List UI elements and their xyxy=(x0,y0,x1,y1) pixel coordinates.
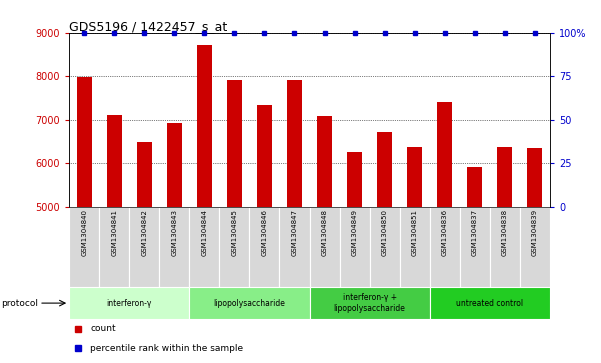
Bar xyxy=(528,148,543,207)
Text: GSM1304843: GSM1304843 xyxy=(171,209,177,256)
Bar xyxy=(490,207,520,287)
Text: GSM1304837: GSM1304837 xyxy=(472,209,478,256)
Bar xyxy=(69,287,189,319)
Text: GSM1304846: GSM1304846 xyxy=(261,209,267,256)
Text: GSM1304849: GSM1304849 xyxy=(352,209,358,256)
Bar xyxy=(340,207,370,287)
Text: GSM1304838: GSM1304838 xyxy=(502,209,508,256)
Text: untreated control: untreated control xyxy=(456,299,523,307)
Bar xyxy=(498,147,513,207)
Bar xyxy=(249,207,279,287)
Bar xyxy=(77,77,92,207)
Text: interferon-γ +
lipopolysaccharide: interferon-γ + lipopolysaccharide xyxy=(334,293,406,313)
Bar xyxy=(159,207,189,287)
Bar xyxy=(189,287,310,319)
Bar xyxy=(219,207,249,287)
Bar xyxy=(137,142,152,207)
Bar xyxy=(227,80,242,207)
Bar xyxy=(167,123,182,207)
Text: GSM1304848: GSM1304848 xyxy=(322,209,328,256)
Text: GSM1304847: GSM1304847 xyxy=(291,209,297,256)
Bar xyxy=(189,207,219,287)
Text: GSM1304840: GSM1304840 xyxy=(81,209,87,256)
Text: GSM1304851: GSM1304851 xyxy=(412,209,418,256)
Bar xyxy=(370,207,400,287)
Bar xyxy=(287,80,302,207)
Bar xyxy=(279,207,310,287)
Bar xyxy=(438,102,453,207)
Text: GSM1304836: GSM1304836 xyxy=(442,209,448,256)
Text: GSM1304842: GSM1304842 xyxy=(141,209,147,256)
Bar xyxy=(468,167,482,207)
Bar xyxy=(99,207,129,287)
Text: GDS5196 / 1422457_s_at: GDS5196 / 1422457_s_at xyxy=(69,20,227,33)
Text: GSM1304841: GSM1304841 xyxy=(111,209,117,256)
Bar xyxy=(460,207,490,287)
Bar xyxy=(69,207,99,287)
Text: GSM1304844: GSM1304844 xyxy=(201,209,207,256)
Bar xyxy=(347,152,362,207)
Text: interferon-γ: interferon-γ xyxy=(106,299,152,307)
Bar xyxy=(400,207,430,287)
Bar xyxy=(310,287,430,319)
Text: count: count xyxy=(90,324,116,333)
Text: GSM1304839: GSM1304839 xyxy=(532,209,538,256)
Bar xyxy=(257,105,272,207)
Bar xyxy=(310,207,340,287)
Text: protocol: protocol xyxy=(1,299,38,307)
Bar xyxy=(129,207,159,287)
Text: lipopolysaccharide: lipopolysaccharide xyxy=(213,299,285,307)
Bar xyxy=(520,207,550,287)
Bar xyxy=(430,287,550,319)
Bar xyxy=(407,147,422,207)
Bar xyxy=(317,116,332,207)
Bar xyxy=(377,132,392,207)
Bar xyxy=(107,115,122,207)
Bar xyxy=(197,45,212,207)
Text: GSM1304845: GSM1304845 xyxy=(231,209,237,256)
Text: percentile rank within the sample: percentile rank within the sample xyxy=(90,344,243,353)
Text: GSM1304850: GSM1304850 xyxy=(382,209,388,256)
Bar xyxy=(430,207,460,287)
